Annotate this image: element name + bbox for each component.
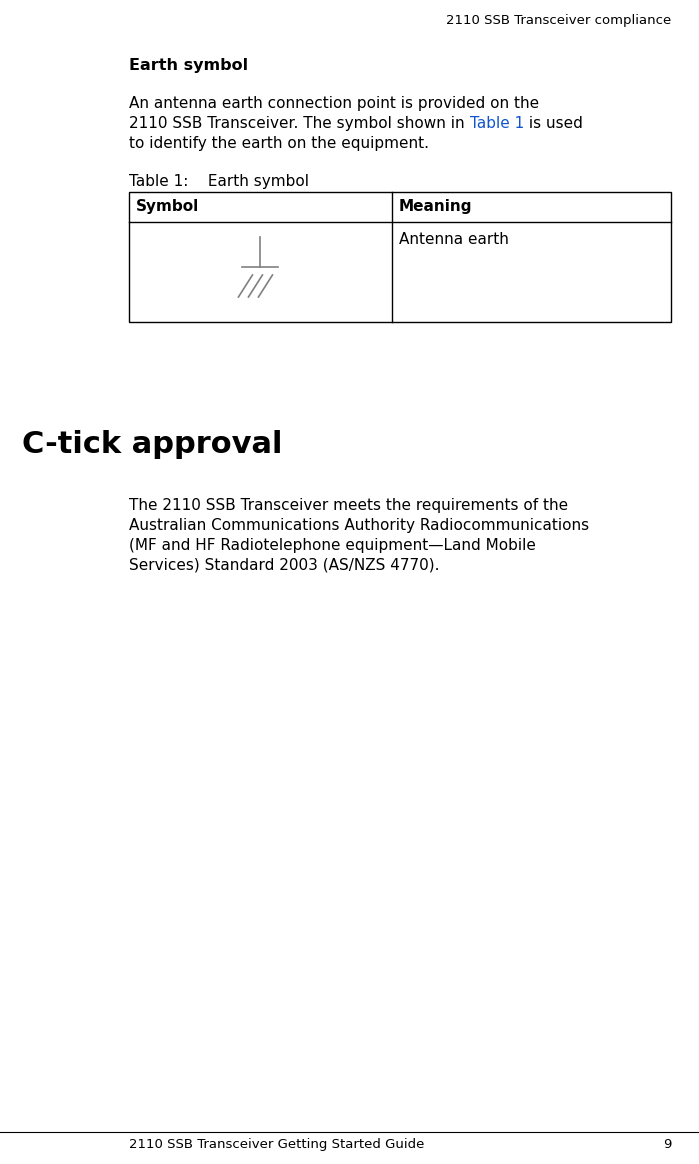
- Text: Antenna earth: Antenna earth: [399, 232, 509, 247]
- Text: Meaning: Meaning: [399, 199, 473, 214]
- Text: The 2110 SSB Transceiver meets the requirements of the: The 2110 SSB Transceiver meets the requi…: [129, 498, 568, 513]
- Text: Table 1: Table 1: [470, 116, 524, 132]
- Text: Australian Communications Authority Radiocommunications: Australian Communications Authority Radi…: [129, 518, 589, 533]
- Text: (MF and HF Radiotelephone equipment—Land Mobile: (MF and HF Radiotelephone equipment—Land…: [129, 538, 536, 553]
- Text: is used: is used: [524, 116, 583, 132]
- Text: Services) Standard 2003 (AS/NZS 4770).: Services) Standard 2003 (AS/NZS 4770).: [129, 558, 440, 573]
- Text: Earth symbol: Earth symbol: [129, 58, 248, 73]
- Text: to identify the earth on the equipment.: to identify the earth on the equipment.: [129, 136, 429, 151]
- Text: An antenna earth connection point is provided on the: An antenna earth connection point is pro…: [129, 95, 539, 111]
- Text: 2110 SSB Transceiver compliance: 2110 SSB Transceiver compliance: [446, 14, 671, 27]
- Text: 2110 SSB Transceiver Getting Started Guide: 2110 SSB Transceiver Getting Started Gui…: [129, 1138, 424, 1151]
- Text: C-tick approval: C-tick approval: [22, 430, 282, 459]
- Bar: [129, 192, 671, 322]
- Text: Table 1:    Earth symbol: Table 1: Earth symbol: [129, 173, 309, 189]
- Text: 9: 9: [663, 1138, 671, 1151]
- Text: 2110 SSB Transceiver. The symbol shown in: 2110 SSB Transceiver. The symbol shown i…: [129, 116, 470, 132]
- Text: Symbol: Symbol: [136, 199, 199, 214]
